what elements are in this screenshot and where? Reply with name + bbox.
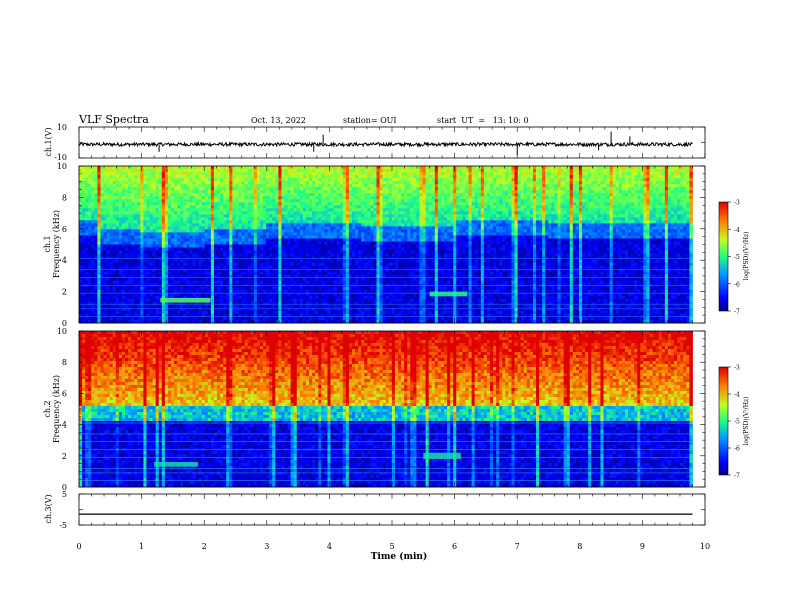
time-axis: 0 1 2 3 4 5 6 7 8 9 10 bbox=[76, 542, 710, 551]
time-axis-tick-label: 7 bbox=[515, 542, 520, 551]
ch1-spectrogram-ytick-label: 6 bbox=[62, 225, 67, 234]
time-axis-tick-label: 6 bbox=[452, 542, 457, 551]
ch1-waveform-panel: 10 -10 ch.1(V) bbox=[44, 123, 705, 162]
ch1-spectrogram-ytick-label: 10 bbox=[57, 162, 67, 171]
time-axis-tick-label: 2 bbox=[202, 542, 207, 551]
time-axis-tick-label: 3 bbox=[264, 542, 269, 551]
ch2-spectrogram-ytick-label: 4 bbox=[62, 421, 67, 430]
ch3-waveform-ytick-bottom: -5 bbox=[59, 521, 67, 530]
figure-header: VLF Spectra Oct. 13, 2022 station= OUI s… bbox=[78, 113, 529, 126]
ch3-waveform-panel: 5 -5 ch.3(V) bbox=[44, 490, 705, 530]
header-station: station= OUI bbox=[343, 116, 397, 125]
time-axis-tick-label: 5 bbox=[389, 542, 394, 551]
ch2-spectrogram-emission-patch bbox=[154, 462, 198, 467]
ch2-spectrogram-colorbar-tick-label: -5 bbox=[734, 419, 740, 426]
ch3-waveform-ylabel: ch.3(V) bbox=[44, 494, 53, 523]
time-axis-tick-label: 1 bbox=[139, 542, 144, 551]
ch3-waveform-ytick-top: 5 bbox=[62, 490, 67, 499]
ch1-colorbar-label: log(PSD)(V²/Hz) bbox=[743, 232, 750, 281]
time-axis-tick-label: 8 bbox=[577, 542, 582, 551]
ch2-spectrogram-ytick-label: 10 bbox=[57, 327, 67, 336]
ch2-colorbar: -3 -4 -5 -6 -7 log(PSD)(V²/Hz) bbox=[719, 365, 750, 480]
ch1-spectrogram-colorbar-tick-label: -3 bbox=[734, 200, 740, 207]
ch1-spectrogram-colorbar-tick-label: -5 bbox=[734, 254, 740, 261]
ch2-spectrogram-ylabel-channel: ch.2 bbox=[43, 400, 52, 417]
ch1-spectrogram-emission-patch bbox=[430, 292, 468, 297]
ch1-waveform-ytick-top: 10 bbox=[57, 123, 67, 132]
ch2-colorbar-label: log(PSD)(V²/Hz) bbox=[743, 397, 750, 446]
ch1-spectrogram-colorbar-tick-label: -4 bbox=[734, 227, 740, 234]
ch2-spectrogram-ytick-label: 6 bbox=[62, 389, 67, 398]
ch1-spectrogram-ytick-label: 8 bbox=[62, 193, 67, 202]
ch2-spectrogram-colorbar-tick-label: -4 bbox=[734, 392, 740, 399]
ch1-colorbar: -3 -4 -5 -6 -7 log(PSD)(V²/Hz) bbox=[719, 200, 750, 316]
ch1-spectrogram-ylabel-channel: ch.1 bbox=[43, 235, 52, 252]
ch1-spectrogram-colorbar-tick-label: -7 bbox=[734, 309, 740, 316]
time-axis-tick-label: 0 bbox=[76, 542, 81, 551]
header-start-ut: start UT = 13: 10: 0 bbox=[437, 116, 529, 125]
ch1-spectrogram-colorbar-tick-label: -6 bbox=[734, 281, 740, 288]
ch1-waveform-ylabel: ch.1(V) bbox=[44, 127, 53, 156]
ch2-spectrogram-ytick-label: 2 bbox=[62, 452, 67, 461]
ch2-spectrogram-ylabel-frequency: Frequency (kHz) bbox=[52, 375, 61, 443]
ch1-spectrogram-ylabel-frequency: Frequency (kHz) bbox=[52, 210, 61, 278]
ch1-spectrogram-emission-patch bbox=[160, 298, 210, 303]
ch2-colorbar-gradient bbox=[719, 367, 728, 475]
time-axis-tick-label: 4 bbox=[327, 542, 332, 551]
ch1-colorbar-gradient bbox=[719, 202, 728, 311]
ch2-spectrogram-ytick-label: 8 bbox=[62, 358, 67, 367]
time-axis-tick-label: 9 bbox=[640, 542, 645, 551]
ch1-waveform-ytick-bottom: -10 bbox=[54, 153, 67, 162]
time-axis-tick-label: 10 bbox=[700, 542, 710, 551]
ch1-spectrogram-ytick-label: 2 bbox=[62, 288, 67, 297]
ch1-spectrogram-ytick-label: 4 bbox=[62, 256, 67, 265]
ch2-spectrogram-colorbar-tick-label: -6 bbox=[734, 446, 740, 453]
ch2-spectrogram-colorbar-tick-label: -7 bbox=[734, 473, 740, 480]
header-date: Oct. 13, 2022 bbox=[251, 116, 306, 125]
ch1-waveform-trace bbox=[79, 143, 693, 146]
ch2-spectrogram-colorbar-tick-label: -3 bbox=[734, 365, 740, 372]
time-axis-label: Time (min) bbox=[371, 551, 428, 562]
figure-title: VLF Spectra bbox=[78, 113, 149, 126]
ch2-spectrogram-emission-patch bbox=[423, 453, 461, 459]
